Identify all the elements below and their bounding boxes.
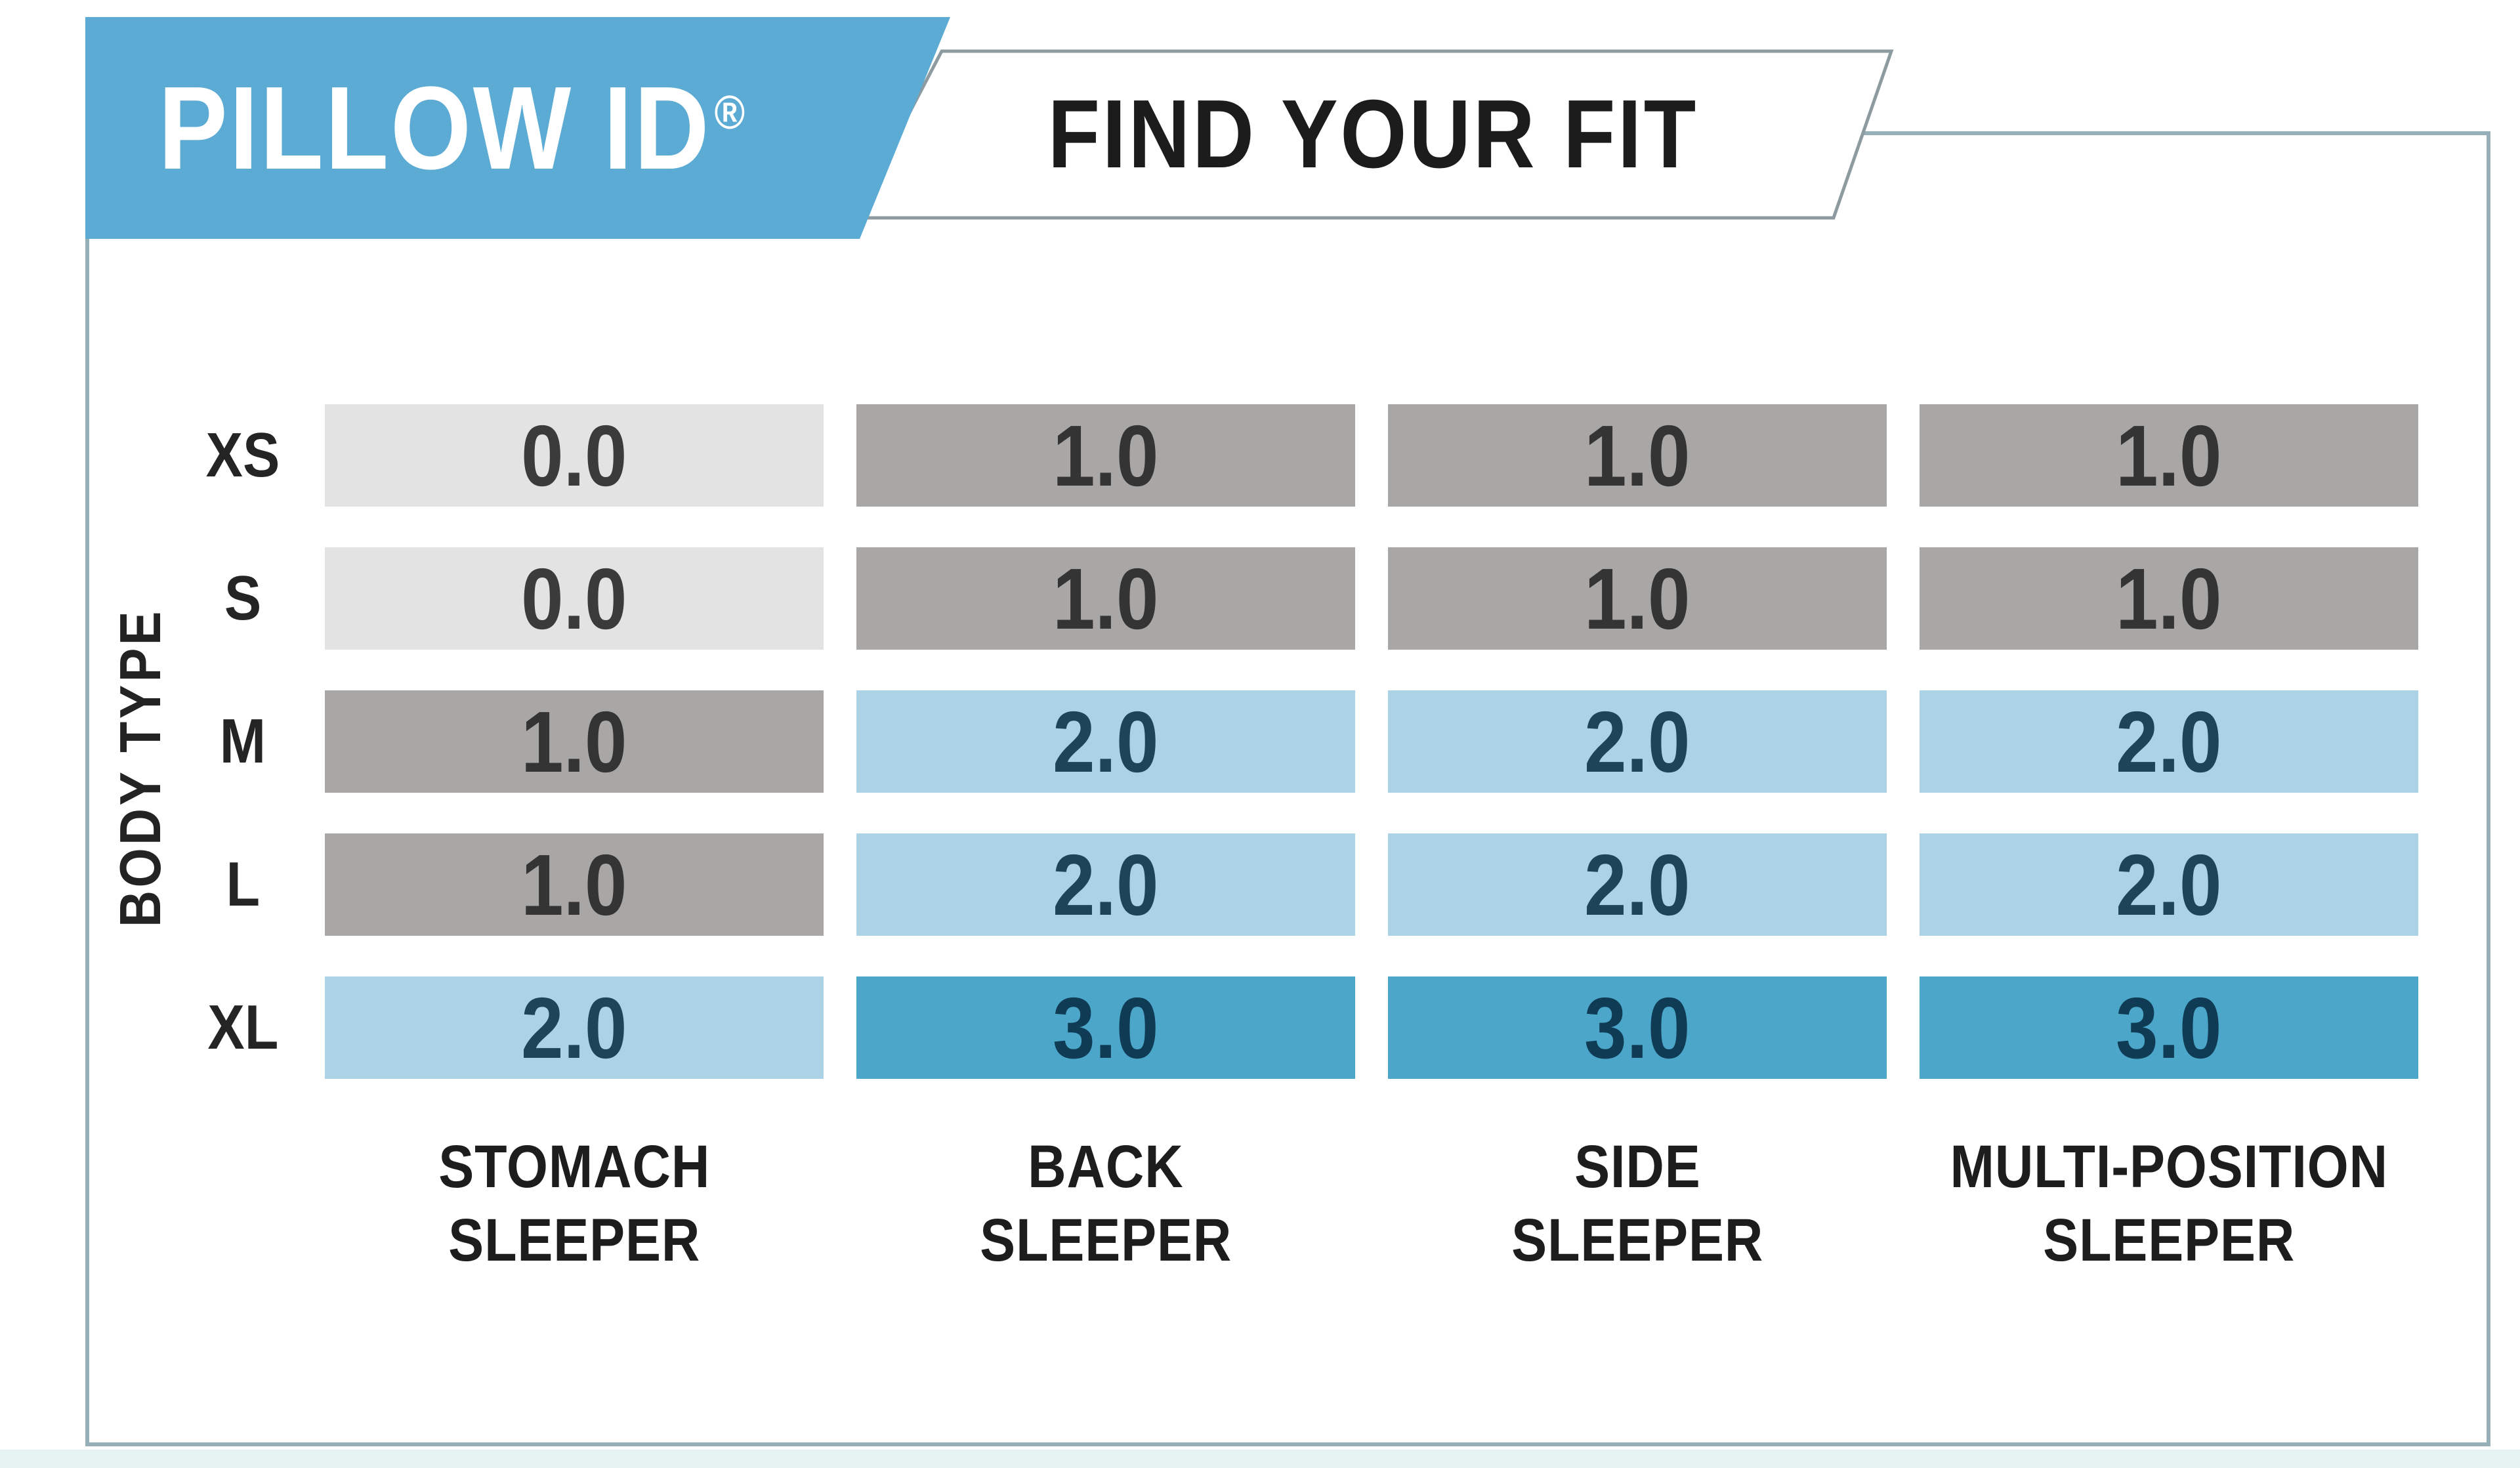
pillow-id-banner-shape <box>85 17 950 239</box>
matrix-cell-xl-c3: 3.0 <box>1388 976 1887 1079</box>
matrix-cell-m-c2: 2.0 <box>856 690 1355 793</box>
row-label-xl: XL <box>207 992 278 1062</box>
matrix-cell-xl-c1: 2.0 <box>325 976 824 1079</box>
matrix-cell-xl-c2: 3.0 <box>856 976 1355 1079</box>
matrix-cell-s-c1: 0.0 <box>325 547 824 650</box>
matrix-cell-s-c4: 1.0 <box>1920 547 2418 650</box>
column-label-back-sleeper: BACK SLEEPER <box>979 1133 1232 1274</box>
matrix-cell-l-c1: 1.0 <box>325 833 824 936</box>
row-label-s: S <box>224 563 262 633</box>
brand-logo: PILLOW ID® <box>85 17 950 239</box>
matrix-cell-l-c2: 2.0 <box>856 833 1355 936</box>
matrix-cell-s-c2: 1.0 <box>856 547 1355 650</box>
brand-text: PILLOW ID® <box>158 62 747 194</box>
header-title: FIND YOUR FIT <box>1047 80 1698 188</box>
registered-mark-icon: ® <box>713 86 747 139</box>
matrix-cell-xl-c4: 3.0 <box>1920 976 2418 1079</box>
matrix-cell-m-c4: 2.0 <box>1920 690 2418 793</box>
matrix-cell-m-c3: 2.0 <box>1388 690 1887 793</box>
row-label-m: M <box>219 706 266 776</box>
header-banners <box>85 17 1894 239</box>
matrix-cell-s-c3: 1.0 <box>1388 547 1887 650</box>
row-label-l: L <box>226 849 260 919</box>
column-label-multi-position-sleeper: MULTI-POSITION SLEEPER <box>1950 1133 2388 1274</box>
matrix-cell-xs-c4: 1.0 <box>1920 404 2418 507</box>
matrix-cell-l-c3: 2.0 <box>1388 833 1887 936</box>
matrix-cell-l-c4: 2.0 <box>1920 833 2418 936</box>
bottom-strip <box>0 1450 2520 1468</box>
matrix-cell-m-c1: 1.0 <box>325 690 824 793</box>
matrix-cell-xs-c2: 1.0 <box>856 404 1355 507</box>
matrix-cell-xs-c3: 1.0 <box>1388 404 1887 507</box>
matrix-cell-xs-c1: 0.0 <box>325 404 824 507</box>
column-label-stomach-sleeper: STOMACH SLEEPER <box>438 1133 710 1274</box>
column-label-side-sleeper: SIDE SLEEPER <box>1511 1133 1764 1274</box>
row-label-xs: XS <box>205 420 280 490</box>
